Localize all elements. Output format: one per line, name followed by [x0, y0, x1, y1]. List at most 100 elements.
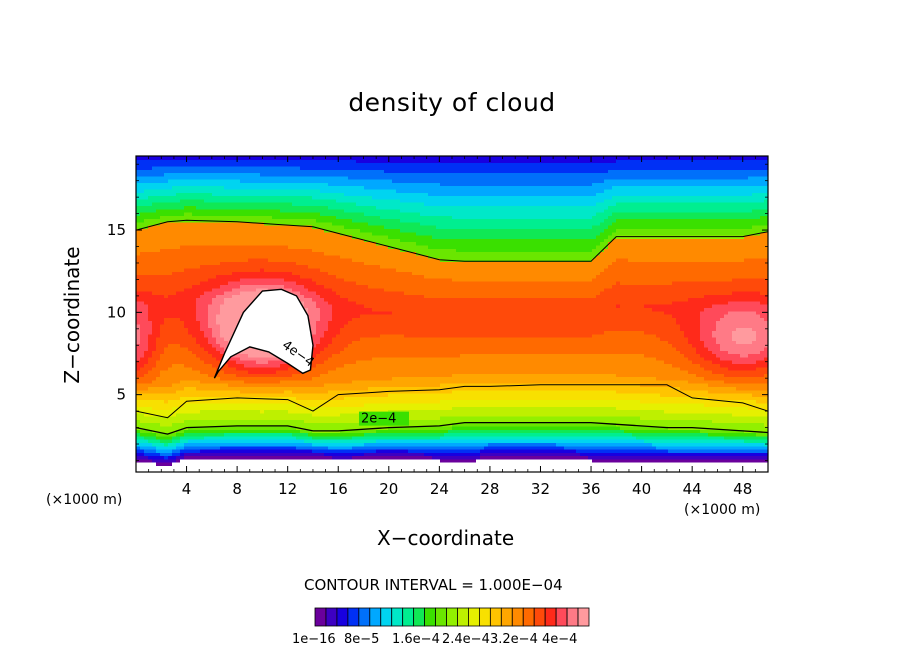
field-cell: [140, 399, 145, 404]
field-cell: [268, 383, 273, 388]
field-cell: [260, 452, 265, 457]
field-cell: [288, 386, 293, 391]
field-cell: [224, 425, 229, 430]
field-cell: [220, 343, 225, 348]
field-cell: [156, 337, 161, 341]
field-cell: [192, 445, 197, 450]
field-cell: [328, 218, 333, 223]
field-cell: [176, 343, 181, 348]
field-cell: [332, 290, 337, 295]
field-cell: [304, 393, 309, 397]
field-cell: [144, 185, 149, 190]
field-cell: [296, 248, 301, 253]
field-cell: [336, 452, 341, 457]
field-cell: [168, 179, 173, 183]
field-cell: [160, 337, 165, 341]
field-cell: [264, 363, 269, 368]
field-cell: [320, 350, 325, 355]
field-cell: [232, 402, 237, 407]
field-cell: [184, 208, 189, 213]
field-cell: [292, 244, 297, 249]
field-cell: [256, 218, 261, 223]
field-cell: [168, 422, 173, 427]
field-cell: [256, 353, 261, 358]
field-cell: [152, 156, 157, 160]
field-cell: [288, 439, 293, 443]
field-cell: [148, 337, 153, 341]
field-cell: [136, 248, 141, 253]
field-cell: [156, 304, 161, 309]
field-cell: [332, 241, 337, 246]
field-cell: [136, 412, 141, 417]
field-cell: [340, 396, 345, 401]
field-cell: [204, 468, 209, 472]
field-cell: [216, 340, 221, 345]
field-cell: [248, 452, 253, 457]
field-cell: [144, 406, 149, 411]
field-cell: [308, 182, 313, 187]
field-cell: [196, 179, 201, 183]
field-cell: [284, 455, 289, 460]
field-cell: [320, 258, 325, 262]
field-cell: [192, 274, 197, 279]
field-cell: [152, 350, 157, 355]
field-cell: [236, 261, 241, 266]
field-cell: [328, 169, 333, 174]
field-cell: [160, 317, 165, 322]
field-cell: [176, 379, 181, 384]
field-cell: [184, 396, 189, 401]
field-cell: [312, 254, 317, 259]
field-cell: [212, 192, 217, 197]
field-cell: [328, 251, 333, 256]
field-cell: [204, 195, 209, 200]
field-cell: [136, 300, 141, 305]
field-cell: [332, 211, 337, 216]
field-cell: [292, 169, 297, 174]
field-cell: [244, 156, 249, 160]
field-cell: [204, 258, 209, 262]
field-cell: [340, 432, 345, 437]
field-cell: [300, 205, 305, 210]
field-cell: [264, 251, 269, 256]
field-cell: [156, 267, 161, 272]
field-cell: [336, 439, 341, 443]
field-cell: [296, 393, 301, 397]
field-cell: [236, 356, 241, 361]
field-cell: [276, 228, 281, 233]
field-cell: [160, 281, 165, 285]
field-cell: [216, 195, 221, 200]
field-cell: [188, 445, 193, 450]
field-cell: [172, 304, 177, 309]
field-cell: [220, 327, 225, 332]
field-cell: [152, 366, 157, 371]
field-cell: [200, 277, 205, 282]
field-cell: [288, 179, 293, 183]
field-cell: [180, 340, 185, 345]
field-cell: [288, 369, 293, 374]
field-cell: [184, 235, 189, 239]
field-cell: [216, 327, 221, 332]
field-cell: [184, 350, 189, 355]
field-cell: [252, 159, 257, 164]
field-cell: [136, 188, 141, 193]
field-cell: [240, 376, 245, 381]
field-cell: [168, 172, 173, 177]
field-cell: [220, 393, 225, 397]
field-cell: [332, 455, 337, 460]
field-cell: [184, 337, 189, 341]
field-cell: [160, 169, 165, 174]
field-cell: [140, 396, 145, 401]
field-cell: [268, 254, 273, 259]
field-cell: [296, 386, 301, 391]
field-cell: [204, 290, 209, 295]
field-cell: [320, 314, 325, 318]
field-cell: [324, 211, 329, 216]
field-cell: [176, 198, 181, 203]
field-cell: [208, 179, 213, 183]
field-cell: [292, 162, 297, 167]
field-cell: [340, 300, 345, 305]
field-cell: [232, 294, 237, 299]
field-cell: [244, 251, 249, 256]
field-cell: [140, 251, 145, 256]
field-cell: [292, 412, 297, 417]
